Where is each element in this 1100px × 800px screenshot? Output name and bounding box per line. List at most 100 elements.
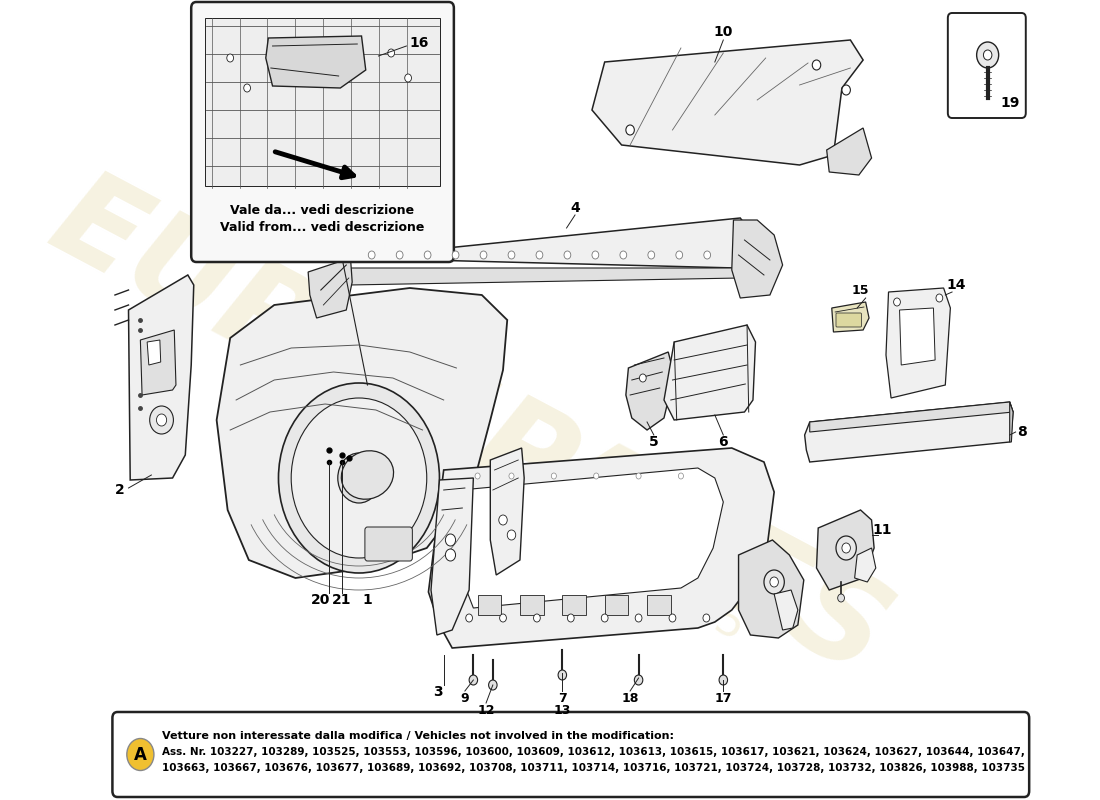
Circle shape	[838, 594, 845, 602]
Circle shape	[977, 42, 999, 68]
FancyBboxPatch shape	[191, 2, 454, 262]
Polygon shape	[886, 288, 950, 398]
Text: 21: 21	[332, 593, 352, 607]
Text: Ass. Nr. 103227, 103289, 103525, 103553, 103596, 103600, 103609, 103612, 103613,: Ass. Nr. 103227, 103289, 103525, 103553,…	[163, 747, 1025, 757]
Circle shape	[648, 251, 654, 259]
Bar	[647, 595, 671, 615]
Circle shape	[626, 125, 635, 135]
Text: passion since 1985: passion since 1985	[355, 411, 752, 649]
Polygon shape	[129, 275, 194, 480]
Polygon shape	[1010, 402, 1013, 442]
Circle shape	[842, 85, 850, 95]
Circle shape	[764, 570, 784, 594]
Circle shape	[475, 473, 480, 479]
Polygon shape	[816, 510, 875, 590]
Text: 1: 1	[363, 593, 372, 607]
Polygon shape	[266, 36, 365, 88]
Circle shape	[551, 473, 557, 479]
Text: 20: 20	[311, 593, 330, 607]
Text: 14: 14	[947, 278, 966, 292]
Polygon shape	[205, 18, 440, 186]
Circle shape	[770, 577, 779, 587]
Text: A: A	[134, 746, 146, 763]
Circle shape	[679, 473, 683, 479]
Text: 17: 17	[715, 691, 733, 705]
Circle shape	[893, 298, 901, 306]
Polygon shape	[308, 258, 352, 318]
Bar	[520, 595, 543, 615]
Bar	[562, 595, 586, 615]
Polygon shape	[141, 330, 176, 395]
Polygon shape	[827, 128, 871, 175]
Circle shape	[635, 614, 642, 622]
Polygon shape	[349, 218, 756, 268]
Polygon shape	[738, 540, 804, 638]
Circle shape	[507, 530, 516, 540]
FancyBboxPatch shape	[112, 712, 1030, 797]
Circle shape	[703, 614, 710, 622]
Circle shape	[558, 670, 566, 680]
Circle shape	[452, 251, 459, 259]
Text: Vetture non interessate dalla modifica / Vehicles not involved in the modificati: Vetture non interessate dalla modifica /…	[163, 731, 674, 741]
Circle shape	[704, 251, 711, 259]
Text: Valid from... vedi descrizione: Valid from... vedi descrizione	[220, 221, 425, 234]
Text: 18: 18	[621, 691, 639, 705]
Circle shape	[836, 536, 856, 560]
Polygon shape	[217, 288, 507, 578]
Circle shape	[594, 473, 598, 479]
Circle shape	[568, 614, 574, 622]
Text: 3: 3	[433, 685, 442, 699]
Text: EUROSPARES: EUROSPARES	[31, 158, 907, 702]
Circle shape	[156, 414, 166, 426]
Circle shape	[636, 473, 641, 479]
Text: 13: 13	[553, 703, 571, 717]
Circle shape	[227, 54, 233, 62]
Circle shape	[536, 251, 542, 259]
Bar	[477, 595, 502, 615]
Text: 10: 10	[714, 25, 733, 39]
Circle shape	[499, 614, 506, 622]
Text: 7: 7	[558, 691, 566, 705]
Circle shape	[446, 534, 455, 546]
Circle shape	[126, 738, 154, 770]
Text: 4: 4	[570, 201, 580, 215]
Circle shape	[812, 60, 821, 70]
Circle shape	[602, 614, 608, 622]
Circle shape	[719, 675, 727, 685]
Text: 6: 6	[718, 435, 728, 449]
Circle shape	[405, 74, 411, 82]
Circle shape	[469, 675, 477, 685]
Polygon shape	[349, 268, 740, 285]
Circle shape	[508, 251, 515, 259]
Circle shape	[488, 680, 497, 690]
Circle shape	[338, 453, 381, 503]
Circle shape	[278, 383, 440, 573]
Polygon shape	[804, 402, 1013, 462]
Circle shape	[564, 251, 571, 259]
Circle shape	[425, 251, 431, 259]
Circle shape	[592, 251, 598, 259]
Polygon shape	[900, 308, 935, 365]
Text: 16: 16	[409, 36, 429, 50]
Circle shape	[842, 543, 850, 553]
Text: 5: 5	[649, 435, 659, 449]
FancyBboxPatch shape	[365, 527, 412, 561]
Circle shape	[635, 675, 642, 685]
Polygon shape	[810, 402, 1013, 432]
Text: 15: 15	[851, 283, 869, 297]
Circle shape	[983, 50, 992, 60]
Text: 103663, 103667, 103676, 103677, 103689, 103692, 103708, 103711, 103714, 103716, : 103663, 103667, 103676, 103677, 103689, …	[163, 763, 1025, 773]
Circle shape	[498, 515, 507, 525]
Circle shape	[669, 614, 675, 622]
Polygon shape	[592, 40, 864, 165]
Polygon shape	[626, 352, 674, 430]
Bar	[605, 595, 628, 615]
Circle shape	[150, 406, 174, 434]
Text: 9: 9	[461, 691, 470, 705]
Circle shape	[675, 251, 683, 259]
Circle shape	[368, 251, 375, 259]
Circle shape	[509, 473, 514, 479]
Circle shape	[936, 294, 943, 302]
Polygon shape	[431, 478, 473, 635]
Circle shape	[639, 374, 646, 382]
